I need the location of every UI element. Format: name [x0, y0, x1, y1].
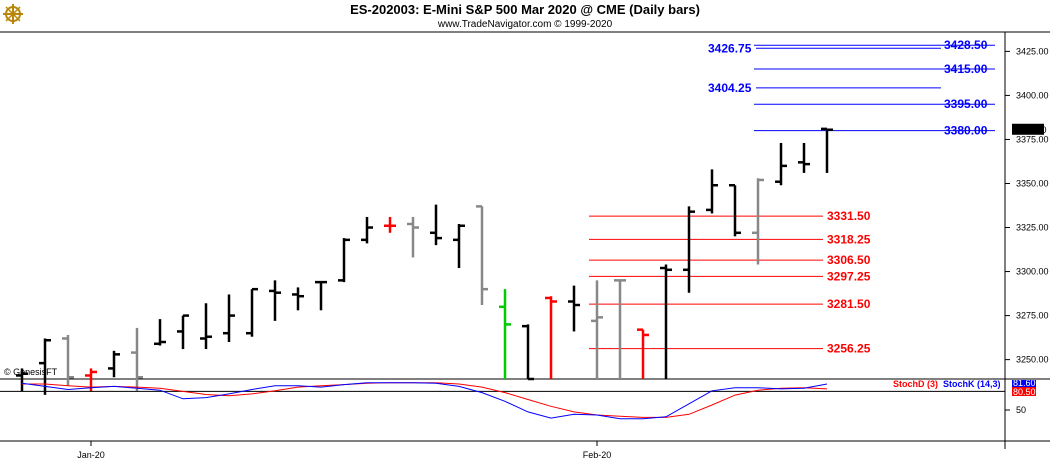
stoch-d-legend: StochD (3) [893, 379, 938, 389]
ohlc-bar [177, 314, 189, 350]
ohlc-bar [775, 142, 787, 186]
ship-wheel-logo-icon [3, 4, 23, 24]
ohlc-bar [384, 216, 396, 233]
ohlc-bar [683, 206, 695, 293]
ohlc-bar [131, 327, 143, 392]
ohlc-bar [361, 216, 373, 244]
stoch-d-value-badge [1012, 387, 1036, 396]
ohlc-bar [338, 238, 350, 283]
ohlc-bar [637, 328, 649, 379]
ohlc-bar [39, 338, 51, 395]
resistance-label: 3426.75 [708, 41, 752, 55]
stoch-d-value: 80.50 [1013, 387, 1036, 397]
ohlc-bar [453, 223, 465, 269]
ohlc-bar [821, 127, 833, 173]
date-tick-label: Feb-20 [583, 450, 612, 460]
ohlc-bar [545, 296, 557, 379]
ohlc-bar [798, 142, 810, 173]
support-label: 3297.25 [827, 269, 871, 283]
price-tick-label: 3400.00 [1016, 90, 1049, 100]
stoch-tick-label: 50 [1016, 405, 1026, 415]
stoch-k-legend: StochK (14,3) [943, 379, 1001, 389]
ohlc-bar [729, 183, 741, 237]
date-tick-label: Jan-20 [77, 450, 105, 460]
ohlc-bar [752, 178, 764, 265]
ohlc-bar [476, 205, 488, 306]
ohlc-bar [591, 280, 603, 379]
ohlc-bar [154, 319, 166, 346]
support-label: 3256.25 [827, 342, 871, 356]
watermark: © GenesisFT [4, 367, 58, 377]
price-tick-label: 3425.00 [1016, 46, 1049, 56]
resistance-label: 3415.00 [944, 62, 988, 76]
ohlc-bar [522, 324, 534, 381]
price-tick-label: 3250.00 [1016, 355, 1049, 365]
ohlc-bar [430, 204, 442, 246]
ohlc-bar [614, 279, 626, 379]
ohlc-bar [407, 216, 419, 258]
ohlc-bar [200, 303, 212, 350]
ohlc-bar [246, 287, 258, 337]
ohlc-bar [660, 264, 672, 379]
ohlc-bar [292, 287, 304, 311]
price-tick-label: 3275.00 [1016, 311, 1049, 321]
price-tick-label: 3350.00 [1016, 178, 1049, 188]
ohlc-bar [568, 285, 580, 332]
ohlc-bar [315, 280, 327, 311]
support-label: 3331.50 [827, 209, 871, 223]
resistance-label: 3428.50 [944, 38, 988, 52]
ohlc-bars [16, 127, 833, 395]
last-price-label: 3380.50 [1014, 125, 1047, 135]
price-axis: 3250.00 3275.00 3300.00 3325.00 3350.00 3375.… [1005, 46, 1049, 365]
price-levels: 3426.75 3428.50 3415.00 3404.25 3395.00 3380.… [589, 38, 995, 356]
last-price-badge [1012, 123, 1044, 135]
ohlc-bar [108, 350, 120, 378]
ohlc-bar [16, 368, 28, 392]
support-label: 3318.25 [827, 232, 871, 246]
chart-title: ES-202003: E-Mini S&P 500 Mar 2020 @ CME… [350, 2, 700, 17]
resistance-label: 3395.00 [944, 97, 988, 111]
price-tick-label: 3300.00 [1016, 267, 1049, 277]
stoch-k-value: 81.60 [1013, 378, 1036, 388]
resistance-label: 3380.00 [944, 124, 988, 138]
ohlc-bar [62, 334, 74, 387]
ohlc-bar [269, 280, 281, 321]
ohlc-bar [223, 294, 235, 343]
ohlc-bar [499, 289, 511, 379]
price-tick-label: 3375.00 [1016, 134, 1049, 144]
chart-subtitle: www.TradeNavigator.com © 1999-2020 [437, 19, 613, 30]
price-tick-label: 3325.00 [1016, 223, 1049, 233]
resistance-label: 3404.25 [708, 81, 752, 95]
support-label: 3281.50 [827, 297, 871, 311]
date-axis: Jan-20 Feb-20 [77, 441, 611, 460]
stoch-k-line [21, 382, 828, 420]
support-label: 3306.50 [827, 253, 871, 267]
stoch-k-value-badge [1012, 380, 1036, 387]
stoch-d-line [22, 382, 828, 418]
ohlc-bar [706, 169, 718, 214]
